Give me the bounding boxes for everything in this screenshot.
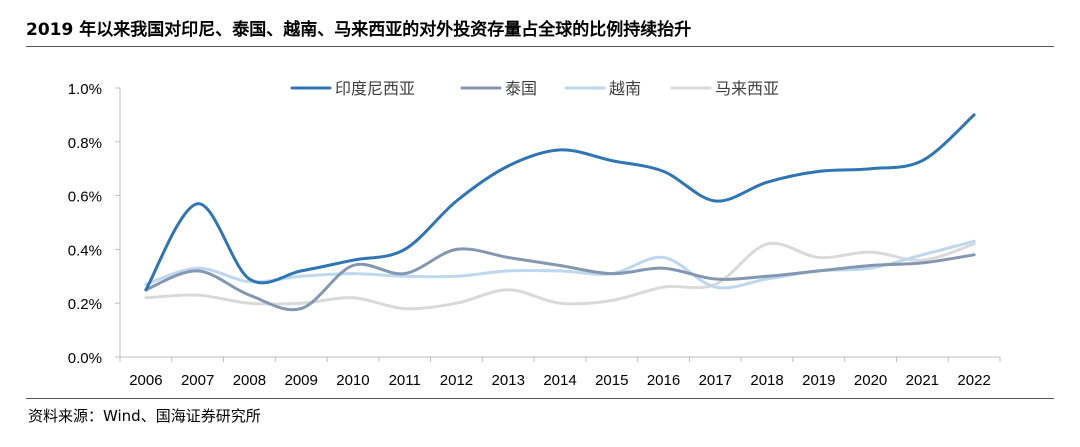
source-note: 资料来源：Wind、国海证券研究所 <box>28 407 261 425</box>
series-line-1 <box>144 113 976 292</box>
title-bar: 2019 年以来我国对印尼、泰国、越南、马来西亚的对外投资存量占全球的比例持续抬… <box>26 8 1054 47</box>
y-tick-label: 0.4% <box>68 242 102 259</box>
x-tick-label: 2020 <box>854 372 887 389</box>
x-tick-label: 2006 <box>129 372 162 389</box>
x-tick-label: 2015 <box>595 372 628 389</box>
x-tick-label: 2007 <box>181 372 214 389</box>
x-tick-label: 2011 <box>389 372 421 389</box>
x-tick-label: 2009 <box>284 372 317 389</box>
x-tick-label: 2017 <box>699 372 732 389</box>
x-tick-label: 2012 <box>440 372 473 389</box>
series-line-4 <box>144 241 976 311</box>
legend-label: 越南 <box>609 79 641 98</box>
x-tick-label: 2022 <box>957 372 990 389</box>
chart-legend: 印度尼西亚 泰国 越南 马来西亚 <box>290 79 779 98</box>
series-layer <box>144 113 976 312</box>
x-tick-label: 2021 <box>906 372 939 389</box>
series-line-2 <box>144 247 976 312</box>
x-tick-label: 2008 <box>233 372 266 389</box>
legend-label: 印度尼西亚 <box>335 79 415 98</box>
y-tick-label: 0.0% <box>68 350 102 367</box>
chart-axes: 0.0% 0.2% 0.4% 0.6% 0.8% 1.0% 2006 2007 2008 2009… <box>68 81 1001 389</box>
x-tick-label: 2014 <box>543 372 576 389</box>
legend-label: 泰国 <box>505 79 537 98</box>
y-tick-label: 1.0% <box>68 81 102 98</box>
y-tick-label: 0.8% <box>68 135 102 152</box>
x-tick-label: 2013 <box>492 372 525 389</box>
legend-label: 马来西亚 <box>715 79 779 98</box>
x-tick-label: 2016 <box>647 372 680 389</box>
x-tick-label: 2019 <box>802 372 835 389</box>
x-tick-label: 2010 <box>336 372 369 389</box>
y-tick-label: 0.6% <box>68 189 102 206</box>
y-tick-label: 0.2% <box>68 296 102 313</box>
figure-title: 2019 年以来我国对印尼、泰国、越南、马来西亚的对外投资存量占全球的比例持续抬… <box>26 20 692 40</box>
footer-divider <box>26 398 1054 399</box>
x-tick-label: 2018 <box>750 372 783 389</box>
